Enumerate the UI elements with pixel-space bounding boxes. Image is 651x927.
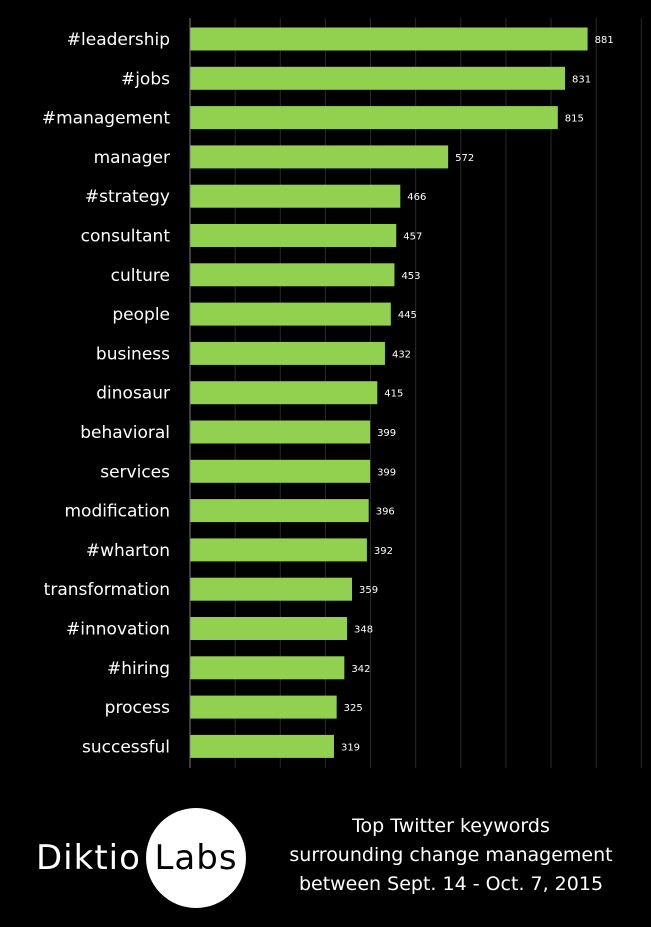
bar: [190, 656, 345, 680]
bar: [190, 538, 367, 562]
category-label: #management: [42, 109, 170, 129]
category-label: process: [105, 698, 170, 718]
gridlines: [234, 18, 642, 768]
value-label: 432: [392, 349, 411, 360]
value-label: 466: [407, 192, 426, 203]
bar: [190, 459, 371, 483]
caption-line-3: between Sept. 14 - Oct. 7, 2015: [298, 873, 604, 895]
bar: [190, 145, 449, 169]
category-label: behavioral: [80, 423, 170, 443]
value-label: 348: [354, 625, 373, 636]
bar-chart: #leadership #jobs #management manager #strat…: [42, 18, 642, 768]
bar: [190, 263, 395, 287]
bar: [190, 420, 371, 444]
bar: [190, 577, 353, 601]
caption-line-1: Top Twitter keywords: [352, 815, 550, 837]
category-label: services: [100, 462, 170, 482]
value-label: 399: [377, 428, 396, 439]
value-label: 359: [359, 585, 378, 596]
bars: [190, 27, 588, 758]
value-label: 453: [401, 271, 420, 282]
bar: [190, 734, 334, 758]
value-label: 457: [403, 232, 422, 243]
bar: [190, 302, 391, 326]
category-label: #jobs: [121, 69, 170, 89]
category-label: manager: [94, 148, 170, 168]
caption-line-2: surrounding change management: [289, 844, 613, 866]
category-label: consultant: [81, 227, 171, 247]
bar: [190, 695, 337, 719]
category-label: modification: [64, 502, 170, 522]
value-label: 445: [398, 310, 417, 321]
value-label: 399: [377, 467, 396, 478]
bar: [190, 381, 378, 405]
diktio-labs-logo: Diktio Labs: [30, 808, 250, 908]
logo-text-diktio: Diktio: [36, 838, 141, 878]
bar: [190, 224, 397, 247]
category-label: dinosaur: [96, 384, 170, 404]
value-label: 881: [595, 35, 614, 46]
category-label: #wharton: [86, 541, 170, 561]
logo-text-labs: Labs: [154, 838, 238, 878]
value-label: 342: [351, 664, 370, 675]
logo-circle: Labs: [146, 808, 246, 908]
value-label: 831: [572, 74, 591, 85]
bar: [190, 184, 401, 208]
category-label: #strategy: [85, 187, 170, 207]
category-label: successful: [82, 737, 170, 757]
value-label: 319: [341, 742, 360, 753]
category-label: #leadership: [67, 30, 170, 50]
category-label: business: [96, 344, 170, 364]
category-labels: #leadership #jobs #management manager #strat…: [42, 30, 170, 757]
value-label: 392: [374, 546, 393, 557]
category-label: transformation: [44, 580, 170, 600]
value-label: 815: [565, 114, 584, 125]
value-label: 415: [384, 389, 403, 400]
category-label: #innovation: [66, 620, 170, 640]
bar: [190, 617, 348, 640]
bar: [190, 66, 566, 90]
bar: [190, 106, 558, 130]
value-label: 325: [344, 703, 363, 714]
bar: [190, 27, 588, 51]
category-label: #hiring: [107, 659, 170, 679]
category-label: culture: [111, 266, 170, 286]
bar: [190, 499, 369, 523]
value-label: 572: [455, 153, 474, 164]
value-label: 396: [376, 507, 395, 518]
value-labels: 881 831 815 572 466 457 453 445 432 415 399 399 396 3…: [341, 35, 614, 753]
chart-caption: Top Twitter keywords surrounding change …: [268, 812, 634, 899]
bar: [190, 341, 385, 365]
category-label: people: [112, 305, 170, 325]
